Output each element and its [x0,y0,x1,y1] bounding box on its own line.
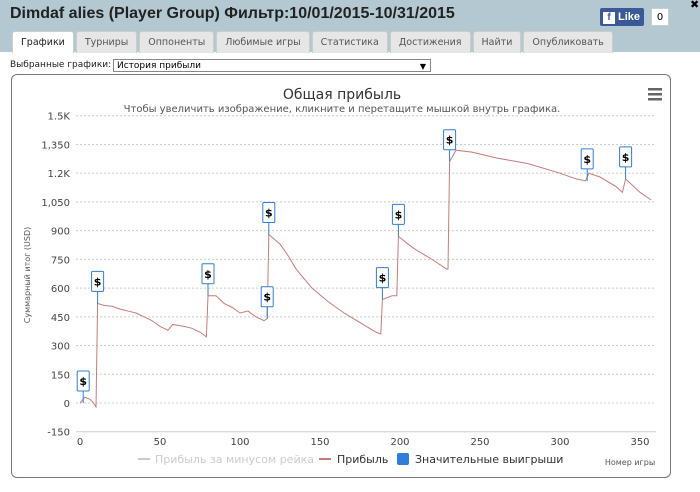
big-win-marker-label: $ [94,275,102,288]
big-win-marker-label: $ [265,206,273,219]
y-tick-label: 900 [51,227,70,238]
x-tick-label: 100 [230,437,249,448]
big-win-marker [91,270,105,292]
big-win-marker-label: $ [446,134,454,147]
tab-1[interactable]: Турниры [75,31,138,53]
legend-wins-swatch [397,453,409,465]
tab-0[interactable]: Графики [12,31,74,53]
big-win-marker-label: $ [263,291,271,304]
y-tick-label: 600 [51,284,70,295]
y-tick-label: -150 [47,428,70,439]
y-tick-label: 1.2K [48,169,71,180]
y-tick-label: 0 [64,399,70,410]
legend-wins: Значительные выигрыши [415,453,563,466]
facebook-like-button[interactable]: f Like [600,8,644,26]
y-tick-label: 1,050 [41,198,70,209]
tab-7[interactable]: Опубликовать [523,31,613,53]
big-win-marker [260,286,274,308]
tab-2[interactable]: Оппоненты [139,31,215,53]
big-win-marker [76,370,90,392]
tab-6[interactable]: Найти [472,31,522,53]
x-axis-label: Номер игры [605,458,655,467]
y-tick-label: 300 [51,342,70,353]
legend-rake: Прибыль за минусом рейка [155,453,314,466]
x-tick-label: 50 [154,437,167,448]
legend-profit: Прибыль [337,453,388,466]
x-tick-label: 200 [390,437,409,448]
chevron-down-icon: ▼ [419,62,426,71]
hamburger-icon[interactable] [648,88,662,101]
y-tick-label: 1,350 [41,140,70,151]
tab-5[interactable]: Достижения [389,31,471,53]
y-tick-label: 1.5K [48,112,71,123]
big-win-marker [391,203,405,225]
tab-bar: Графики Турниры Оппоненты Любимые игры Стати… [12,31,613,53]
x-tick-label: 300 [550,437,569,448]
x-tick-label: 250 [470,437,489,448]
chart-subtitle: Чтобы увеличить изображение, кликните и … [124,104,561,115]
big-win-marker [443,129,457,151]
big-win-marker [375,267,389,289]
big-win-marker [619,146,633,168]
big-win-marker-label: $ [395,208,403,221]
big-win-marker-label: $ [622,151,630,164]
profit-line [79,149,652,409]
big-win-marker-label: $ [204,268,212,281]
big-win-marker [580,148,594,170]
chart-title: Общая прибыль [283,87,401,103]
big-win-marker [201,263,215,285]
big-win-marker [262,201,276,223]
window-title: Dimdaf alies (Player Group) Фильтр:10/01… [10,5,455,22]
y-tick-label: 150 [51,370,70,381]
big-win-marker-label: $ [379,272,387,285]
facebook-icon: f [603,12,615,24]
big-win-marker-label: $ [79,375,87,388]
chart-selector-label: Выбранные графики: [10,60,112,70]
close-icon[interactable]: ✖ [690,0,700,11]
y-tick-label: 750 [51,255,70,266]
x-tick-label: 0 [77,437,83,448]
tab-4[interactable]: Статистика [311,31,388,53]
chart-container [11,74,671,478]
tab-3[interactable]: Любимые игры [216,31,310,53]
like-count: 0 [651,8,669,26]
chart-selector-dropdown[interactable]: История прибыли ▼ [113,59,431,72]
big-win-marker-label: $ [583,153,591,166]
x-tick-label: 150 [310,437,329,448]
y-tick-label: 450 [51,313,70,324]
x-tick-label: 350 [630,437,649,448]
y-axis-label: Суммарный итог (USD) [23,227,32,324]
